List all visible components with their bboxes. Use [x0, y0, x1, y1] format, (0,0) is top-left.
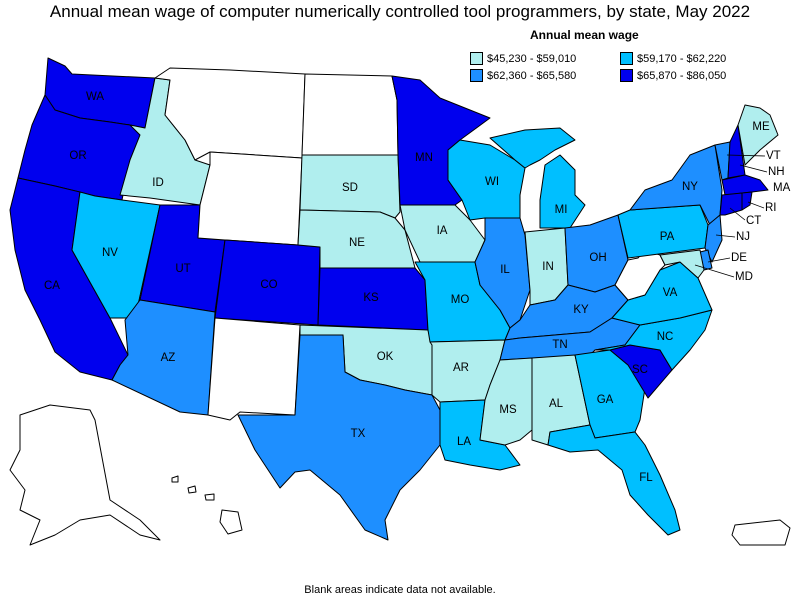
- legend-item-bin-4: $65,870 - $86,050: [620, 69, 780, 82]
- label-FL: FL: [639, 472, 653, 484]
- label-AL: AL: [549, 398, 564, 410]
- label-CA: CA: [44, 280, 60, 292]
- legend-item-bin-1: $45,230 - $59,010: [470, 52, 620, 65]
- state-PR[interactable]: [731, 519, 791, 546]
- legend-item-bin-3: $62,360 - $65,580: [470, 69, 620, 82]
- label-MD: MD: [735, 271, 753, 283]
- legend-swatch-bin-3: [470, 69, 483, 82]
- state-TX[interactable]: [237, 334, 441, 541]
- legend-swatch-bin-4: [620, 69, 633, 82]
- label-AR: AR: [453, 362, 469, 374]
- label-NJ: NJ: [736, 231, 750, 243]
- label-GA: GA: [597, 394, 614, 406]
- label-CT: CT: [746, 215, 761, 227]
- state-FL[interactable]: [547, 424, 681, 536]
- label-UT: UT: [175, 263, 190, 275]
- label-WI: WI: [485, 176, 499, 188]
- label-SC: SC: [632, 364, 648, 376]
- label-NV: NV: [102, 247, 118, 259]
- label-OR: OR: [69, 150, 86, 162]
- label-MI: MI: [555, 204, 568, 216]
- map-title: Annual mean wage of computer numerically…: [49, 2, 751, 21]
- state-MD[interactable]: [659, 249, 705, 279]
- state-NJ[interactable]: [704, 214, 723, 263]
- label-CO: CO: [260, 279, 277, 291]
- state-MA[interactable]: [721, 174, 769, 196]
- legend-label-bin-2: $59,170 - $62,220: [637, 52, 727, 65]
- state-HI[interactable]: [171, 475, 243, 535]
- label-WA: WA: [86, 91, 104, 103]
- state-CT[interactable]: [719, 192, 743, 216]
- label-OK: OK: [377, 351, 394, 363]
- legend-title: Annual mean wage: [530, 28, 639, 42]
- label-MN: MN: [415, 152, 433, 164]
- state-NM[interactable]: [207, 317, 301, 421]
- label-NC: NC: [657, 331, 674, 343]
- label-LA: LA: [457, 436, 471, 448]
- label-AZ: AZ: [161, 352, 176, 364]
- state-WI[interactable]: [447, 139, 526, 221]
- label-PA: PA: [660, 231, 675, 243]
- label-IL: IL: [500, 264, 510, 276]
- label-TN: TN: [552, 339, 567, 351]
- label-IA: IA: [437, 225, 448, 237]
- label-MO: MO: [451, 294, 470, 306]
- state-WY[interactable]: [197, 151, 303, 246]
- label-TX: TX: [351, 428, 366, 440]
- label-DE: DE: [731, 252, 747, 264]
- state-MI[interactable]: [489, 127, 586, 229]
- label-ID: ID: [152, 177, 164, 189]
- label-VA: VA: [663, 287, 678, 299]
- legend-item-bin-2: $59,170 - $62,220: [620, 52, 780, 65]
- label-MA: MA: [773, 182, 791, 194]
- label-IN: IN: [542, 261, 554, 273]
- legend-label-bin-1: $45,230 - $59,010: [487, 52, 577, 65]
- label-NE: NE: [349, 237, 365, 249]
- label-KS: KS: [363, 292, 379, 304]
- label-VT: VT: [766, 150, 781, 162]
- state-NY[interactable]: [629, 144, 723, 226]
- legend-swatch-bin-2: [620, 52, 633, 65]
- footnote: Blank areas indicate data not available.: [304, 584, 496, 596]
- state-AK[interactable]: [9, 404, 161, 546]
- legend: Annual mean wage $45,230 - $59,010 $59,1…: [470, 28, 800, 82]
- legend-swatch-bin-1: [470, 52, 483, 65]
- label-RI: RI: [765, 202, 777, 214]
- state-RI[interactable]: [741, 191, 753, 211]
- label-SD: SD: [342, 182, 358, 194]
- label-NY: NY: [682, 181, 698, 193]
- state-ND[interactable]: [301, 73, 399, 156]
- label-OH: OH: [589, 252, 606, 264]
- legend-label-bin-4: $65,870 - $86,050: [637, 69, 727, 82]
- state-ME[interactable]: [737, 104, 779, 166]
- label-NH: NH: [768, 166, 785, 178]
- legend-label-bin-3: $62,360 - $65,580: [487, 69, 577, 82]
- label-ME: ME: [752, 121, 770, 133]
- label-MS: MS: [499, 404, 517, 416]
- label-KY: KY: [573, 304, 589, 316]
